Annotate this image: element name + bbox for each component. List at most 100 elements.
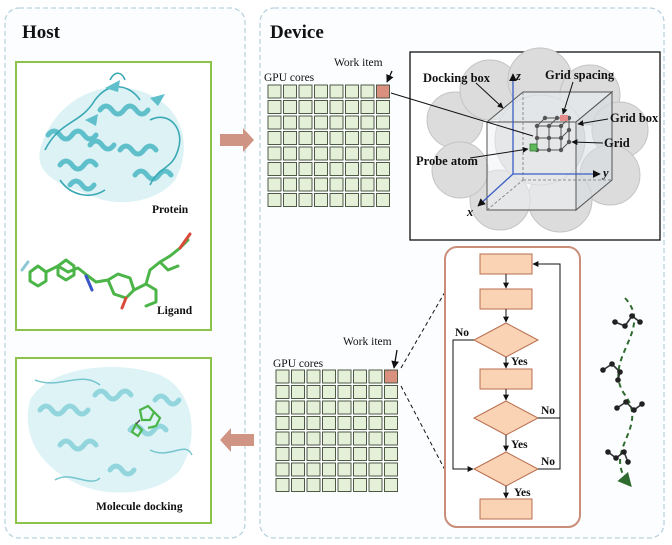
host-title: Host (22, 22, 61, 43)
gpu-core-cell (283, 115, 297, 130)
gpu-core-cell (337, 416, 352, 430)
flow-yes-3: Yes (514, 487, 531, 499)
gpu-core-cell (306, 462, 321, 477)
gpu-core-grid-top (267, 84, 390, 207)
gpu-core-cell (291, 416, 305, 430)
gpu-core-cell (384, 462, 398, 477)
gpu-core-cell (267, 177, 282, 192)
gpu-core-cell (376, 162, 390, 176)
gpu-core-cell (306, 400, 321, 415)
conformation-search-icon (600, 297, 645, 488)
gpu-core-cell (283, 84, 297, 99)
work-item-cell (376, 84, 390, 99)
gpu-core-cell (384, 431, 398, 446)
gpu-core-cell (283, 162, 297, 176)
gpu-core-cell (353, 462, 367, 477)
gpu-core-cell (360, 146, 375, 161)
work-item-pointer-bottom (391, 349, 400, 369)
gpu-core-cell (376, 146, 390, 161)
docking-box-inset: Docking box Grid spacing Grid box Grid P… (390, 47, 661, 241)
gpu-core-cell (275, 462, 290, 477)
gpu-core-cell (291, 462, 305, 477)
gpu-core-cell (291, 400, 305, 415)
gpu-core-cell (345, 146, 359, 161)
gpu-core-cell (360, 100, 375, 114)
gpu-core-cell (345, 177, 359, 192)
device-to-host-arrow (220, 428, 254, 452)
flow-no-2: No (541, 405, 555, 417)
gpu-core-cell (337, 400, 352, 415)
grid-spacing-label: Grid spacing (545, 68, 615, 82)
gpu-core-cell (353, 416, 367, 430)
gpu-core-cell (368, 447, 383, 461)
gpu-core-cell (322, 416, 336, 430)
gpu-core-cell (329, 100, 344, 114)
gpu-core-cell (360, 162, 375, 176)
gpu-core-cell (283, 100, 297, 114)
gpu-core-cell (353, 400, 367, 415)
gpu-core-cell (337, 385, 352, 399)
gpu-core-cell (337, 369, 352, 384)
gpu-core-cell (291, 478, 305, 492)
gpu-core-cell (298, 193, 313, 207)
gpu-core-cell (353, 385, 367, 399)
gpu-core-cell (322, 369, 336, 384)
gpu-core-cell (291, 385, 305, 399)
ligand-image (20, 232, 192, 310)
gpu-core-cell (376, 131, 390, 145)
gpu-core-cell (298, 100, 313, 114)
flow-step-1 (479, 253, 533, 275)
gpu-core-cell (368, 431, 383, 446)
gpu-core-cell (283, 131, 297, 145)
gpu-core-cell (275, 369, 290, 384)
gpu-core-cell (368, 369, 383, 384)
gpu-core-cell (368, 416, 383, 430)
gpu-cores-label-bottom: GPU cores (273, 358, 324, 370)
gpu-core-cell (283, 193, 297, 207)
docking-label: Molecule docking (96, 501, 183, 513)
gpu-core-cell (360, 84, 375, 99)
gpu-core-cell (345, 162, 359, 176)
work-item-label-bottom: Work item (343, 336, 392, 348)
gpu-core-cell (345, 84, 359, 99)
gpu-core-cell (337, 462, 352, 477)
gpu-core-cell (314, 115, 328, 130)
gpu-core-cell (306, 447, 321, 461)
protein-image (39, 72, 184, 203)
gpu-core-grid-bottom (275, 369, 398, 492)
gpu-core-cell (306, 385, 321, 399)
gpu-core-cell (298, 177, 313, 192)
gpu-core-cell (275, 400, 290, 415)
gpu-core-cell (384, 478, 398, 492)
gpu-core-cell (298, 84, 313, 99)
gpu-core-cell (322, 462, 336, 477)
gpu-core-cell (314, 177, 328, 192)
axis-x-label: x (466, 205, 473, 219)
gpu-core-cell (314, 131, 328, 145)
gpu-core-cell (376, 100, 390, 114)
gpu-core-cell (376, 177, 390, 192)
gpu-core-cell (314, 193, 328, 207)
host-panel: Host Protein (4, 7, 246, 539)
gpu-core-cell (267, 131, 282, 145)
zoom-line-bottom (400, 385, 446, 471)
flow-no-3: No (541, 456, 555, 468)
gpu-core-cell (298, 162, 313, 176)
axis-z-label: z (515, 69, 521, 83)
gpu-core-cell (353, 478, 367, 492)
work-item-cell (384, 369, 398, 384)
gpu-core-cell (275, 416, 290, 430)
gpu-core-cell (298, 115, 313, 130)
gpu-core-cell (322, 400, 336, 415)
gpu-core-cell (337, 447, 352, 461)
gpu-core-cell (329, 162, 344, 176)
docking-box-label: Docking box (423, 71, 491, 85)
gpu-core-cell (306, 478, 321, 492)
work-item-pointer-top (386, 70, 394, 83)
gpu-core-cell (360, 115, 375, 130)
gpu-core-cell (275, 385, 290, 399)
gpu-core-cell (306, 369, 321, 384)
gpu-core-cell (267, 84, 282, 99)
gpu-core-cell (291, 369, 305, 384)
